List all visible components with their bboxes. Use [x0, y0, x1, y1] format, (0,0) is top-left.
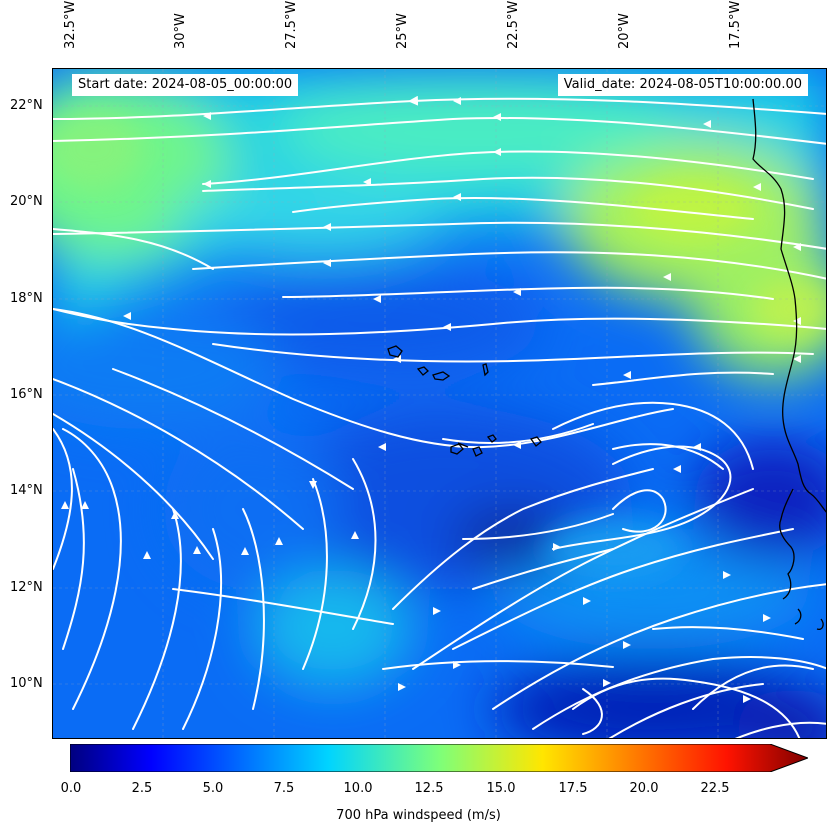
streamline-arrows	[61, 97, 801, 703]
valid-date-label: Valid_date: 2024-08-05T10:00:00.00	[557, 74, 808, 96]
lon-label-32-5w: 32.5°W	[63, 0, 78, 49]
start-date-label: Start date: 2024-08-05_00:00:00	[72, 74, 299, 96]
colorbar-tick-5: 5.0	[202, 781, 224, 796]
lon-label-22-5w: 22.5°W	[506, 0, 521, 49]
lat-label-18n: 18°N	[10, 291, 43, 306]
lat-label-16n: 16°N	[10, 387, 43, 402]
lat-label-14n: 14°N	[10, 483, 43, 498]
windspeed-map[interactable]	[52, 68, 827, 739]
lon-label-17-5w: 17.5°W	[728, 0, 743, 49]
streamlines	[53, 95, 826, 738]
lon-label-20w: 20°W	[617, 13, 632, 49]
colorbar	[70, 744, 808, 772]
colorbar-tick-0: 0.0	[60, 781, 82, 796]
colorbar-tick-20: 20.0	[629, 781, 659, 796]
colorbar-tick-10: 10.0	[343, 781, 373, 796]
colorbar-label: 700 hPa windspeed (m/s)	[336, 808, 501, 823]
lat-label-22n: 22°N	[10, 98, 43, 113]
lat-label-20n: 20°N	[10, 194, 43, 209]
map-canvas	[53, 69, 826, 738]
colorbar-tick-15: 15.0	[486, 781, 516, 796]
lat-label-10n: 10°N	[10, 676, 43, 691]
lon-label-25w: 25°W	[395, 13, 410, 49]
colorbar-tick-17-5: 17.5	[558, 781, 588, 796]
colorbar-tick-12-5: 12.5	[414, 781, 444, 796]
lon-label-27-5w: 27.5°W	[284, 0, 299, 49]
colorbar-tick-22-5: 22.5	[700, 781, 730, 796]
lat-label-12n: 12°N	[10, 580, 43, 595]
colorbar-tick-7-5: 7.5	[273, 781, 295, 796]
colorbar-tick-2-5: 2.5	[131, 781, 153, 796]
coastline	[387, 98, 826, 630]
lon-label-30w: 30°W	[173, 13, 188, 49]
